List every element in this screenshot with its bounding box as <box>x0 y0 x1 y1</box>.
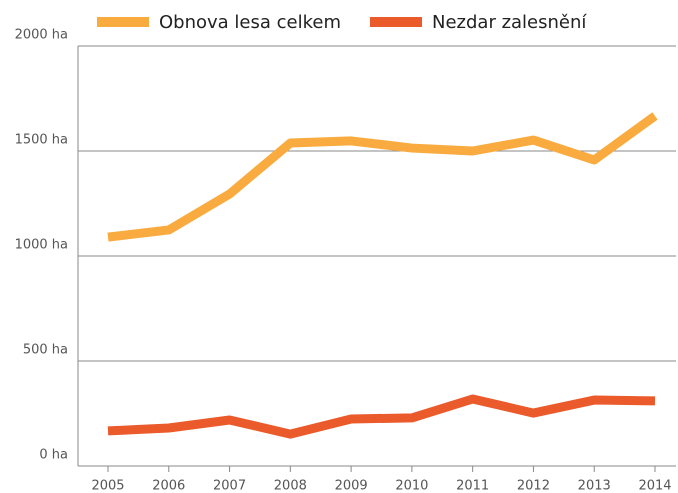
series-line <box>107 112 658 242</box>
x-tick-label: 2011 <box>456 479 489 493</box>
legend-label: Nezdar zalesnění <box>432 12 587 33</box>
x-tick-label: 2006 <box>152 479 185 493</box>
x-tick-label: 2008 <box>274 479 307 493</box>
legend-swatch <box>370 17 422 27</box>
x-tick-label: 2014 <box>638 479 671 493</box>
x-tick-label: 2009 <box>335 479 368 493</box>
x-tick-label: 2010 <box>395 479 428 493</box>
legend-swatch <box>97 17 149 27</box>
legend-label: Obnova lesa celkem <box>159 12 341 33</box>
x-tick-label: 2007 <box>213 479 246 493</box>
x-tick-label: 2013 <box>578 479 611 493</box>
series-line <box>107 394 656 439</box>
x-tick-label: 2012 <box>517 479 550 493</box>
y-tick-label: 1000 ha <box>15 238 68 253</box>
y-tick-label: 0 ha <box>39 448 68 463</box>
y-tick-label: 1500 ha <box>15 133 68 148</box>
y-tick-label: 500 ha <box>23 343 68 358</box>
x-tick-label: 2005 <box>91 479 124 493</box>
y-tick-label: 2000 ha <box>15 28 68 43</box>
